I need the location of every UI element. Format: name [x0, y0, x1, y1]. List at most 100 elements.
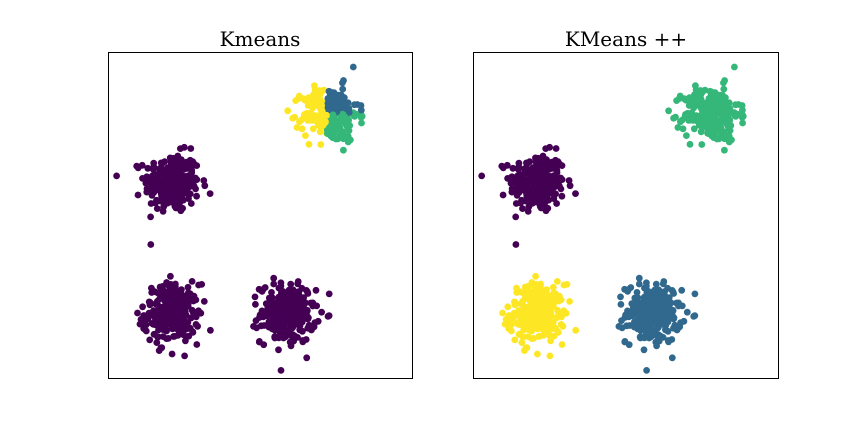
- scatter-point: [552, 324, 559, 332]
- scatter-point: [268, 289, 275, 296]
- scatter-point: [521, 321, 528, 329]
- scatter-point: [704, 111, 711, 119]
- scatter-point: [566, 182, 574, 190]
- scatter-point: [542, 207, 550, 215]
- scatter-point: [179, 191, 187, 199]
- scatter-point: [709, 92, 717, 99]
- scatter-point: [690, 104, 698, 112]
- scatter-point: [512, 200, 520, 207]
- scatter-point: [652, 280, 660, 288]
- scatter-point: [146, 336, 154, 344]
- scatter-point: [188, 166, 196, 174]
- scatter-point: [694, 113, 702, 121]
- scatter-point: [697, 91, 704, 99]
- scatter-point: [539, 176, 546, 183]
- scatter-point: [138, 161, 146, 169]
- scatter-point: [691, 290, 699, 298]
- scatter-point: [643, 315, 651, 322]
- scatter-point: [558, 313, 565, 321]
- scatter-point: [317, 141, 325, 148]
- scatter-point: [549, 283, 557, 291]
- scatter-point: [185, 195, 192, 203]
- scatter-point: [647, 329, 655, 337]
- scatter-point: [680, 95, 688, 103]
- scatter-point: [508, 188, 516, 196]
- scatter-point: [541, 198, 549, 206]
- scatter-point: [190, 182, 198, 190]
- scatter-point: [542, 145, 550, 153]
- scatter-point: [559, 322, 567, 330]
- scatter-point: [728, 136, 735, 144]
- scatter-point: [304, 116, 312, 124]
- scatter-point: [336, 132, 343, 140]
- scatter-point: [257, 322, 265, 330]
- scatter-point: [161, 312, 169, 320]
- scatter-point: [509, 164, 517, 172]
- scatter-point: [174, 326, 182, 333]
- scatter-point: [530, 181, 537, 189]
- scatter-point: [258, 307, 266, 315]
- scatter-point: [615, 323, 623, 330]
- scatter-point: [142, 179, 150, 187]
- scatter-point: [329, 111, 337, 119]
- scatter-point: [545, 331, 553, 339]
- scatter-point: [344, 99, 352, 107]
- scatter-point: [134, 309, 141, 317]
- scatter-point: [352, 110, 360, 118]
- scatter-point: [675, 299, 682, 307]
- scatter-point: [545, 186, 552, 194]
- scatter-point: [316, 91, 323, 99]
- scatter-point: [177, 207, 185, 215]
- scatter-point: [294, 278, 302, 285]
- scatter-point: [546, 322, 554, 330]
- scatter-point: [655, 286, 663, 294]
- scatter-point: [633, 289, 641, 296]
- scatter-point: [664, 284, 671, 292]
- scatter-point: [521, 165, 528, 173]
- scatter-point: [647, 302, 654, 309]
- scatter-point: [532, 281, 540, 288]
- scatter-point: [184, 283, 192, 291]
- scatter-point: [637, 327, 644, 334]
- scatter-point: [553, 166, 561, 174]
- scatter-point: [716, 126, 724, 134]
- scatter-point: [340, 112, 348, 120]
- scatter-point: [173, 176, 181, 183]
- scatter-point: [193, 341, 201, 348]
- scatter-point: [731, 63, 738, 71]
- scatter-point: [299, 303, 307, 310]
- scatter-point: [549, 172, 557, 180]
- scatter-point: [675, 95, 683, 102]
- scatter-point: [697, 128, 705, 136]
- scatter-point: [310, 323, 318, 331]
- scatter-point: [680, 317, 688, 325]
- scatter-point: [265, 323, 273, 331]
- scatter-point: [641, 322, 649, 330]
- scatter-point: [535, 154, 542, 162]
- scatter-point: [140, 325, 148, 332]
- scatter-point: [624, 307, 631, 315]
- panel-kmeanspp: KMeans ++: [473, 27, 779, 379]
- scatter-point: [195, 307, 202, 315]
- scatter-point: [311, 82, 318, 90]
- scatter-point: [565, 177, 573, 184]
- scatter-point: [537, 301, 545, 309]
- scatter-point: [270, 274, 278, 282]
- scatter-point: [534, 350, 541, 358]
- scatter-point: [635, 280, 643, 288]
- scatter-point: [136, 320, 144, 328]
- scatter-point: [275, 346, 282, 354]
- scatter-point: [152, 186, 160, 194]
- scatter-point: [676, 323, 684, 331]
- scatter-point: [277, 367, 285, 374]
- scatter-point: [678, 286, 686, 294]
- scatter-point: [641, 284, 648, 292]
- scatter-point: [507, 179, 515, 187]
- scatter-point: [207, 326, 214, 334]
- scatter-point: [511, 336, 519, 344]
- scatter-point: [725, 99, 733, 107]
- scatter-point: [544, 301, 551, 309]
- scatter-point: [147, 200, 155, 207]
- scatter-point: [504, 303, 512, 311]
- scatter-point: [478, 172, 486, 180]
